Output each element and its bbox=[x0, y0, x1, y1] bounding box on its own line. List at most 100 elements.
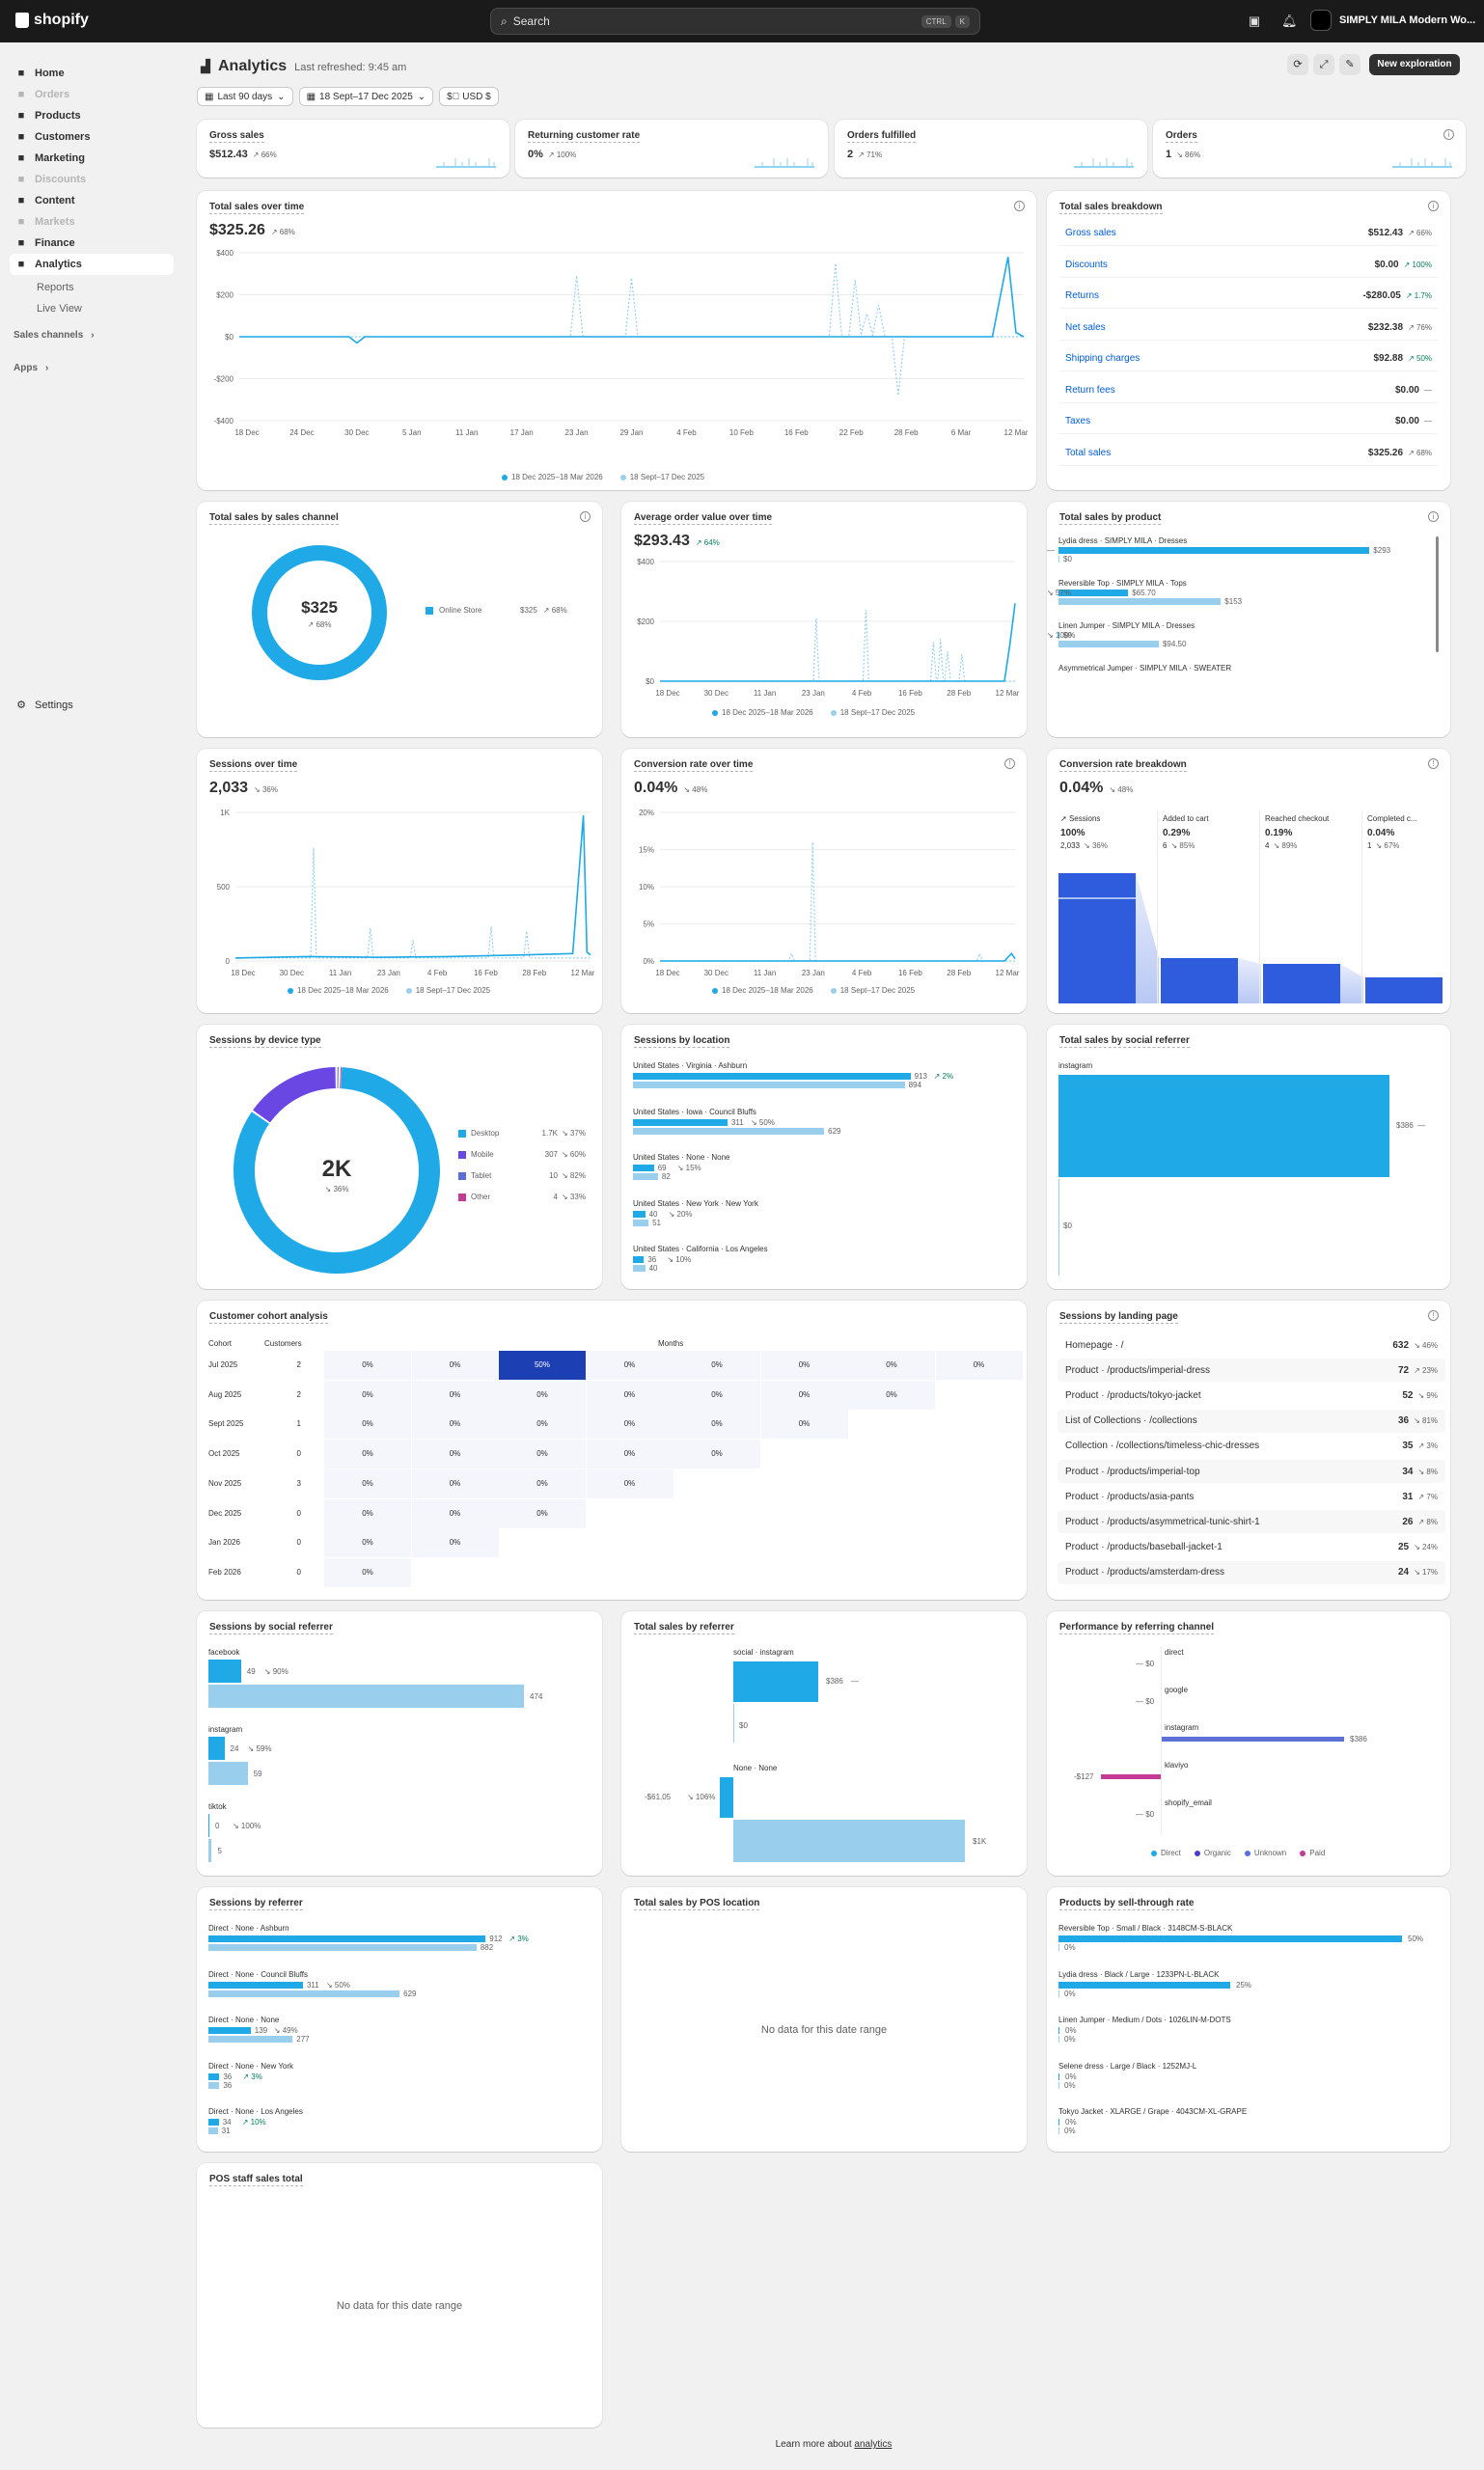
kpi-title[interactable]: Orders bbox=[1166, 130, 1197, 143]
landing-page-row[interactable]: Product · /products/baseball-jacket-1 25 ↘… bbox=[1058, 1535, 1445, 1559]
edit-button[interactable]: ✎ bbox=[1339, 54, 1360, 75]
channel-bar[interactable] bbox=[1101, 1774, 1161, 1779]
landing-page-row[interactable]: Product · /products/imperial-dress 72 ↗ 23… bbox=[1058, 1358, 1445, 1383]
cohort-cell[interactable]: 0% bbox=[324, 1557, 411, 1587]
location-bar-previous[interactable] bbox=[633, 1082, 905, 1088]
location-bar-previous[interactable] bbox=[633, 1219, 649, 1226]
location-bar-current[interactable] bbox=[633, 1118, 728, 1126]
referrer-session-bar-current[interactable] bbox=[208, 2072, 220, 2080]
sidebar-item-discounts[interactable]: ■ Discounts bbox=[10, 169, 174, 190]
card-title[interactable]: Sessions by landing page bbox=[1059, 1311, 1178, 1324]
product-bar-current[interactable] bbox=[1058, 547, 1370, 554]
funnel-bar[interactable] bbox=[1161, 958, 1238, 1003]
cohort-cell[interactable]: 0% bbox=[411, 1410, 499, 1440]
breakdown-label[interactable]: Discounts bbox=[1065, 259, 1108, 270]
card-title[interactable]: Products by sell-through rate bbox=[1059, 1898, 1195, 1910]
breakdown-row[interactable]: Gross sales $512.43 ↗ 66% bbox=[1059, 221, 1438, 246]
social-source-bar-current[interactable] bbox=[208, 1660, 241, 1683]
breakdown-label[interactable]: Returns bbox=[1065, 290, 1100, 301]
referrer-session-bar-previous[interactable] bbox=[208, 1990, 400, 1997]
sell-through-bar-previous[interactable] bbox=[1058, 1944, 1059, 1951]
card-title[interactable]: Sessions by device type bbox=[209, 1035, 321, 1048]
sell-through-bar-previous[interactable] bbox=[1058, 2127, 1059, 2134]
product-bar-current[interactable] bbox=[1058, 590, 1129, 596]
location-bar-current[interactable] bbox=[633, 1165, 654, 1171]
fullscreen-button[interactable]: ⤢ bbox=[1313, 54, 1334, 75]
refresh-button[interactable]: ⟳ bbox=[1287, 54, 1308, 75]
funnel-bar[interactable] bbox=[1263, 964, 1340, 1003]
sidebar-settings[interactable]: ⚙ Settings bbox=[10, 695, 174, 716]
location-bar-previous[interactable] bbox=[633, 1265, 646, 1272]
donut-slice-mobile[interactable] bbox=[253, 1067, 337, 1123]
sell-through-bar-current[interactable] bbox=[1058, 1935, 1402, 1942]
card-title[interactable]: Conversion rate over time bbox=[634, 759, 754, 772]
referrer-session-bar-current[interactable] bbox=[208, 2119, 219, 2126]
kpi-title[interactable]: Gross sales bbox=[209, 130, 264, 143]
product-bar-previous[interactable] bbox=[1058, 556, 1059, 563]
card-title[interactable]: Customer cohort analysis bbox=[209, 1311, 328, 1324]
analytics-link[interactable]: analytics bbox=[854, 2439, 893, 2450]
cohort-cell[interactable]: 0% bbox=[499, 1410, 586, 1440]
cohort-cell[interactable]: 0% bbox=[411, 1380, 499, 1410]
card-title[interactable]: Sessions by referrer bbox=[209, 1898, 303, 1910]
breakdown-row[interactable]: Total sales $325.26 ↗ 68% bbox=[1059, 441, 1438, 466]
location-bar-current[interactable] bbox=[633, 1073, 911, 1080]
landing-page-row[interactable]: Product · /products/asymmetrical-tunic-s… bbox=[1058, 1510, 1445, 1534]
referrer-session-bar-previous[interactable] bbox=[208, 2081, 220, 2089]
breakdown-row[interactable]: Discounts $0.00 ↗ 100% bbox=[1059, 253, 1438, 278]
cohort-cell[interactable]: 0% bbox=[673, 1351, 760, 1380]
cohort-cell[interactable]: 0% bbox=[324, 1528, 411, 1558]
landing-page-row[interactable]: Product · /products/asia-pants 31 ↗ 7% bbox=[1058, 1485, 1445, 1509]
sell-through-bar-previous[interactable] bbox=[1058, 2081, 1059, 2089]
product-bar-current[interactable] bbox=[1058, 632, 1059, 639]
referrer-bar-previous[interactable] bbox=[733, 1704, 734, 1743]
search-input[interactable]: ⌕ Search CTRL K bbox=[490, 8, 980, 35]
sidebar-item-markets[interactable]: ■ Markets bbox=[10, 211, 174, 233]
sidebar-item-marketing[interactable]: ■ Marketing bbox=[10, 148, 174, 169]
breakdown-row[interactable]: Net sales $232.38 ↗ 76% bbox=[1059, 316, 1438, 341]
cohort-cell[interactable]: 0% bbox=[411, 1468, 499, 1498]
sidebar-item-finance[interactable]: ■ Finance bbox=[10, 233, 174, 254]
referrer-bar-current[interactable] bbox=[733, 1661, 818, 1702]
social-source-bar-previous[interactable] bbox=[208, 1762, 248, 1785]
referrer-session-bar-previous[interactable] bbox=[208, 2036, 293, 2043]
channel-bar[interactable] bbox=[1161, 1737, 1344, 1742]
referrer-session-bar-current[interactable] bbox=[208, 1981, 303, 1989]
card-title[interactable]: Total sales by sales channel bbox=[209, 512, 339, 525]
sell-through-bar-current[interactable] bbox=[1058, 2072, 1059, 2080]
location-bar-current[interactable] bbox=[633, 1210, 646, 1218]
landing-page-row[interactable]: Product · /products/imperial-top 34 ↘ 8% bbox=[1058, 1460, 1445, 1483]
card-title[interactable]: Conversion rate breakdown bbox=[1059, 759, 1187, 772]
cohort-cell[interactable]: 0% bbox=[760, 1351, 848, 1380]
kpi-card-orders[interactable]: i Orders 1 ↘ 86% bbox=[1153, 120, 1466, 178]
referrer-bar-current[interactable] bbox=[720, 1777, 733, 1818]
breakdown-label[interactable]: Taxes bbox=[1065, 416, 1091, 426]
breakdown-label[interactable]: Shipping charges bbox=[1065, 353, 1140, 364]
cohort-cell[interactable]: 0% bbox=[673, 1380, 760, 1410]
cohort-cell[interactable]: 0% bbox=[586, 1410, 673, 1440]
sidebar-subitem-live-view[interactable]: Live View bbox=[37, 303, 82, 315]
landing-page-row[interactable]: Product · /products/tokyo-jacket 52 ↘ 9% bbox=[1058, 1384, 1445, 1408]
card-title[interactable]: Total sales over time bbox=[209, 202, 305, 214]
cohort-cell[interactable]: 0% bbox=[935, 1351, 1023, 1380]
sidebar-subitem-reports[interactable]: Reports bbox=[37, 282, 74, 293]
social-bar-current[interactable] bbox=[1058, 1075, 1389, 1177]
breakdown-row[interactable]: Returns -$280.05 ↗ 1.7% bbox=[1059, 284, 1438, 309]
kpi-card-gross-sales[interactable]: Gross sales $512.43 ↗ 66% bbox=[197, 120, 509, 178]
sidebar-item-customers[interactable]: ■ Customers bbox=[10, 126, 174, 148]
kpi-title[interactable]: Returning customer rate bbox=[528, 130, 641, 143]
inbox-icon[interactable]: ▣ bbox=[1248, 14, 1261, 28]
sell-through-bar-current[interactable] bbox=[1058, 1981, 1230, 1989]
donut-slice-online-store[interactable] bbox=[252, 545, 387, 680]
cohort-cell[interactable]: 0% bbox=[586, 1440, 673, 1469]
donut-slice-desktop[interactable] bbox=[234, 1067, 440, 1274]
sidebar-item-analytics[interactable]: ■ Analytics bbox=[10, 254, 174, 275]
cohort-cell[interactable]: 0% bbox=[499, 1468, 586, 1498]
new-exploration-button[interactable]: New exploration bbox=[1369, 54, 1460, 75]
sidebar-item-content[interactable]: ■ Content bbox=[10, 190, 174, 211]
kpi-card-returning-customer-rate[interactable]: Returning customer rate 0% ↗ 100% bbox=[515, 120, 828, 178]
landing-page-row[interactable]: Product · /products/amsterdam-dress 24 ↘ 1… bbox=[1058, 1560, 1445, 1584]
breakdown-label[interactable]: Total sales bbox=[1065, 447, 1112, 458]
breakdown-label[interactable]: Return fees bbox=[1065, 384, 1115, 396]
info-icon[interactable]: i bbox=[1014, 201, 1025, 211]
